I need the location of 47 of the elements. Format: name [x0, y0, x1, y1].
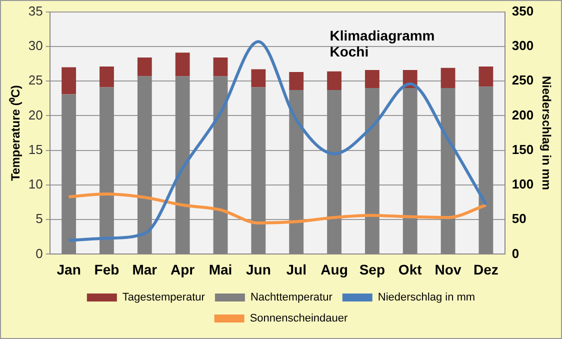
- x-tick-label: Jul: [286, 261, 306, 278]
- y2-tick-label: 100: [512, 176, 534, 192]
- y-tick-label: 10: [28, 176, 43, 192]
- bar: [327, 71, 342, 90]
- y-tick-label: 15: [28, 142, 43, 157]
- y2-tick-label: 250: [512, 72, 534, 88]
- legend-label: Nachttemperatur: [250, 292, 333, 304]
- x-tick-label: Mar: [132, 261, 158, 278]
- bar: [440, 68, 456, 88]
- bar: [289, 72, 304, 90]
- x-tick-label: Aug: [320, 261, 348, 278]
- x-tick-label: Apr: [170, 261, 196, 278]
- bar: [251, 69, 266, 88]
- y2-tick-label: 150: [512, 142, 534, 157]
- bar: [137, 58, 152, 76]
- x-tick-label: Nov: [434, 261, 462, 278]
- y-axis-title: Temperature (⁰C): [8, 85, 23, 181]
- y-tick-label: 35: [28, 3, 43, 18]
- x-tick-label: Jun: [246, 261, 271, 278]
- y2-tick-label: 50: [512, 211, 526, 226]
- x-tick-label: Okt: [398, 261, 422, 278]
- legend-label: Niederschlag in mm: [378, 292, 476, 304]
- line-series: [67, 192, 488, 225]
- y-tick-label: 20: [28, 107, 43, 122]
- bar: [478, 66, 494, 87]
- x-tick-label: Dez: [473, 261, 498, 278]
- x-tick-label: Jan: [56, 261, 81, 278]
- bar: [62, 67, 76, 94]
- y2-tick-label: 350: [512, 3, 534, 18]
- bar: [364, 70, 380, 88]
- x-tick-label: Sep: [359, 261, 386, 278]
- legend-label: Sonnenscheindauer: [250, 312, 348, 325]
- y-tick-label: 5: [36, 211, 43, 226]
- bar: [100, 66, 114, 88]
- bar: [175, 52, 190, 76]
- x-tick-label: Feb: [94, 261, 120, 278]
- y2-axis-title: Niederschlag in mm: [539, 76, 554, 190]
- y2-tick-label: 0: [512, 246, 520, 261]
- y-tick-label: 30: [28, 38, 43, 54]
- y-tick-label: 25: [28, 72, 43, 88]
- legend-label: Tagestemperatur: [122, 292, 206, 304]
- x-tick-label: Mai: [208, 261, 232, 278]
- y2-tick-label: 200: [512, 107, 534, 122]
- y-tick-label: 0: [36, 246, 43, 261]
- bar: [213, 58, 228, 76]
- y2-tick-label: 300: [512, 38, 534, 54]
- text: Klimadiagramm Kochi: [330, 28, 435, 60]
